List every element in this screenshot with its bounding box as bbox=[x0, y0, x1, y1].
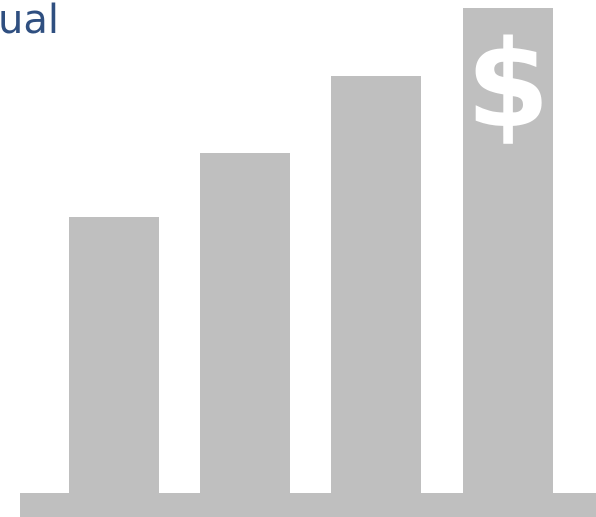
page-title-fragment: ual bbox=[0, 0, 59, 43]
bar-3 bbox=[331, 76, 421, 493]
bar-group bbox=[69, 8, 553, 493]
baseline-bar bbox=[20, 493, 596, 517]
bar-4 bbox=[463, 8, 553, 493]
bar-2 bbox=[200, 153, 290, 493]
bar-1 bbox=[69, 217, 159, 493]
dollar-sign-icon: $ bbox=[466, 16, 550, 155]
